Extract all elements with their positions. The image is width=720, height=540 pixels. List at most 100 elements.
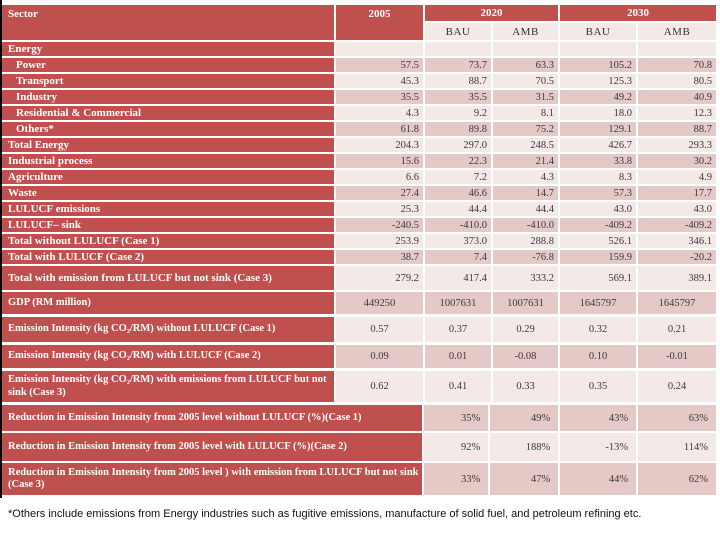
table-row: Transport 45.3 88.7 70.5 125.3 80.5 [2,74,718,88]
cell-2030-amb: 63% [638,405,716,431]
cell-2005: 204.3 [336,138,423,152]
cell-2020-bau: 92% [424,433,489,461]
cell-2005: 4.3 [336,106,423,120]
row-label: Emission Intensity (kg CO₂/RM) with LULU… [2,345,334,368]
cell-2020-amb: 188% [490,433,559,461]
cell-2020-bau: 9.2 [425,106,491,120]
cell-2005: 45.3 [336,74,423,88]
cell-2030-bau: 125.3 [560,74,636,88]
cell-2020-bau: 33% [424,463,489,495]
cell-2020-amb: 63.3 [493,58,558,72]
cell-2020-bau: 0.37 [425,317,491,342]
cell-2030-bau: 426.7 [560,138,636,152]
cell-2030-amb: 80.5 [638,74,716,88]
cell-2020-bau: 1007631 [425,292,491,314]
table-row: Power 57.5 73.7 63.3 105.2 70.8 [2,58,718,72]
cell-2030-bau: 43% [560,405,637,431]
row-label: Reduction in Emission Intensity from 200… [2,463,423,495]
table-row: Reduction in Emission Intensity from 200… [2,433,718,461]
cell-2030-amb: 1645797 [638,292,716,314]
cell-2030-bau: 44% [560,463,637,495]
cell-2020-bau: 22.3 [425,154,491,168]
cell-2020-bau: 44.4 [425,202,491,216]
cell-2030-amb: 40.9 [638,90,716,104]
header-group-2020: 2020 BAU AMB [425,5,558,40]
emissions-table: Sector 2005 2020 BAU AMB 2030 BAU AMB En… [2,5,718,497]
row-label: Industry [2,90,334,104]
row-label: Total Energy [2,138,334,152]
table-row: Industrial process 15.6 22.3 21.4 33.8 30.2 [2,154,718,168]
table-row: Total without LULUCF (Case 1) 253.9 373.0 2… [2,234,718,248]
table-row: Agriculture 6.6 7.2 4.3 8.3 4.9 [2,170,718,184]
cell-2030-amb: 293.3 [638,138,716,152]
cell-2020-amb: 70.5 [493,74,558,88]
header-2020-amb: AMB [493,23,558,40]
cell-2005: -240.5 [336,218,423,232]
cell-2020-amb: 14.7 [493,186,558,200]
header-group-2030: 2030 BAU AMB [560,5,716,40]
cell-2030-bau: 8.3 [560,170,636,184]
cell-2030-bau: 0.32 [560,317,636,342]
cell-2030-amb: 30.2 [638,154,716,168]
table-row: LULUCF– sink -240.5 -410.0 -410.0 -409.2 -409… [2,218,718,232]
cell-2020-amb: -410.0 [493,218,558,232]
cell-2030-bau: 0.10 [560,345,636,368]
row-label: Transport [2,74,334,88]
row-label: Reduction in Emission Intensity from 200… [2,405,423,431]
cell-2030-amb [638,42,716,56]
cell-2005: 38.7 [336,250,423,264]
cell-2030-amb: 0.24 [638,371,716,402]
cell-2005: 35.5 [336,90,423,104]
table-row: GDP (RM million) 449250 1007631 1007631 1645… [2,292,718,314]
table-row: Others* 61.8 89.8 75.2 129.1 88.7 [2,122,718,136]
cell-2030-amb: -409.2 [638,218,716,232]
cell-2020-amb: 49% [490,405,559,431]
cell-2020-amb: 47% [490,463,559,495]
cell-2030-amb: 43.0 [638,202,716,216]
header-2020: 2020 [425,5,558,21]
cell-2030-bau: 129.1 [560,122,636,136]
cell-2030-amb: -20.2 [638,250,716,264]
cell-2005: 0.09 [336,345,423,368]
reduction-rows: Reduction in Emission Intensity from 200… [2,405,718,495]
cell-2005: 253.9 [336,234,423,248]
table-row: Emission Intensity (kg CO₂/RM) with emis… [2,371,718,402]
cell-2020-bau: 373.0 [425,234,491,248]
row-label: Total without LULUCF (Case 1) [2,234,334,248]
cell-2020-amb: 21.4 [493,154,558,168]
row-label: Emission Intensity (kg CO₂/RM) with emis… [2,371,334,402]
cell-2005: 6.6 [336,170,423,184]
header-2005: 2005 [336,5,423,40]
footnote: *Others include emissions from Energy in… [8,508,642,520]
row-label: Total with emission from LULUCF but not … [2,266,334,290]
cell-2030-amb: 62% [638,463,716,495]
cell-2030-amb: 0.21 [638,317,716,342]
cell-2020-amb: 75.2 [493,122,558,136]
cell-2020-bau: 89.8 [425,122,491,136]
gdp-and-intensity-rows: GDP (RM million) 449250 1007631 1007631 1645… [2,292,718,402]
slide-left-border [0,0,2,498]
header-sub-2030: BAU AMB [560,23,716,40]
cell-2020-amb: 44.4 [493,202,558,216]
cell-2005: 279.2 [336,266,423,290]
row-label: LULUCF emissions [2,202,334,216]
cell-2030-amb: 346.1 [638,234,716,248]
table-row: Reduction in Emission Intensity from 200… [2,405,718,431]
cell-2030-amb: 4.9 [638,170,716,184]
header-sub-2020: BAU AMB [425,23,558,40]
cell-2030-bau: 33.8 [560,154,636,168]
cell-2020-amb: 0.29 [493,317,558,342]
sector-rows: Energy Power 57.5 73.7 63.3 105.2 70.8 Transpor… [2,42,718,290]
cell-2020-bau: 0.01 [425,345,491,368]
cell-2020-bau: 88.7 [425,74,491,88]
cell-2020-amb: 0.33 [493,371,558,402]
row-label: GDP (RM million) [2,292,334,314]
cell-2030-amb: 389.1 [638,266,716,290]
table-row: Reduction in Emission Intensity from 200… [2,463,718,495]
cell-2020-amb: 1007631 [493,292,558,314]
cell-2020-amb: 333.2 [493,266,558,290]
row-label: Energy [2,42,334,56]
cell-2030-amb: 70.8 [638,58,716,72]
row-label: Power [2,58,334,72]
